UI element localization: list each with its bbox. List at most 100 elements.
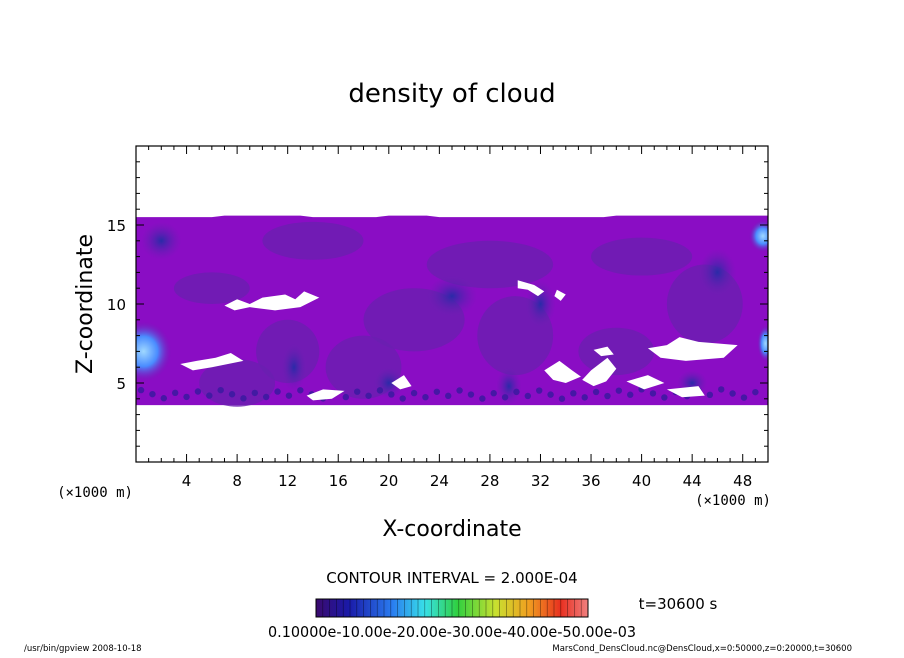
colorbar-labels: 0.10000e-10.00e-20.00e-30.00e-40.00e-50.…: [268, 623, 636, 641]
base-blob: [581, 394, 588, 401]
base-blob: [547, 391, 554, 398]
base-blob: [410, 389, 418, 397]
x-tick-label: 12: [278, 472, 297, 490]
no-cloud-region: [647, 337, 738, 361]
time-label: t=30600 s: [639, 595, 718, 613]
base-blob: [217, 386, 224, 394]
base-blob: [422, 393, 429, 401]
x-tick-label: 48: [733, 472, 752, 490]
edge-blue-left: [136, 321, 172, 382]
no-cloud-region: [391, 375, 412, 390]
x-tick-label: 8: [232, 472, 242, 490]
x-tick-label: 28: [480, 472, 499, 490]
x-axis: 4 8 12 16 20 24 28 32 36 40 44 48: [148, 146, 756, 490]
base-blob: [297, 387, 304, 394]
x-axis-title: X-coordinate: [382, 517, 521, 542]
base-blob: [706, 391, 714, 399]
x-unit-right: (×1000 m): [695, 493, 771, 509]
density-blob: [496, 367, 522, 406]
base-blob: [592, 388, 600, 396]
no-cloud-region: [517, 280, 545, 297]
footer-left: /usr/bin/gpview 2008-10-18: [24, 644, 142, 654]
edge-blue-right: [748, 220, 768, 253]
base-blob: [433, 388, 441, 395]
y-axis-title: Z-coordinate: [73, 234, 98, 374]
density-patch: [262, 221, 364, 260]
base-blob: [251, 389, 259, 397]
base-blob: [456, 387, 463, 394]
base-blob: [490, 390, 497, 397]
base-blob: [194, 388, 202, 395]
x-tick-label: 32: [531, 472, 550, 490]
base-blob: [729, 390, 736, 397]
contour-interval: CONTOUR INTERVAL = 2.000E-04: [326, 569, 577, 587]
density-blob: [281, 343, 307, 391]
base-blob: [388, 391, 395, 398]
base-blob: [206, 392, 213, 399]
x-tick-label: 40: [632, 472, 651, 490]
no-cloud-region: [593, 346, 614, 357]
no-cloud-region: [582, 357, 617, 387]
base-blob: [661, 394, 668, 401]
cloud-density-field: [136, 215, 768, 407]
base-blob: [513, 388, 520, 396]
base-blob: [365, 392, 372, 399]
density-patch: [591, 237, 693, 276]
y-tick-label: 5: [116, 375, 126, 393]
base-blob: [240, 395, 247, 402]
no-cloud-region: [554, 289, 566, 301]
base-blob: [604, 392, 611, 400]
base-blob: [228, 391, 236, 398]
base-blob: [354, 388, 361, 395]
x-tick-label: 44: [683, 472, 702, 490]
base-blob: [479, 395, 486, 402]
edge-blue-right-low: [757, 325, 768, 362]
no-cloud-region: [180, 352, 244, 371]
base-blob: [399, 395, 406, 402]
base-blob: [445, 392, 452, 400]
base-blob: [149, 390, 156, 398]
base-blob: [183, 393, 190, 401]
base-blob: [262, 393, 270, 401]
no-cloud-region: [306, 389, 345, 401]
base-blob: [570, 390, 577, 397]
base-blob: [274, 388, 281, 395]
no-cloud-region: [666, 386, 705, 398]
base-blob: [740, 394, 748, 401]
density-blob: [698, 248, 737, 297]
no-cloud-region: [626, 375, 665, 390]
base-blob: [160, 395, 168, 402]
x-tick-label: 16: [329, 472, 348, 490]
base-blob: [627, 391, 634, 398]
colorbar-ticks: [322, 599, 582, 617]
x-tick-label: 4: [182, 472, 192, 490]
density-blob: [141, 221, 182, 260]
base-blob: [285, 392, 293, 399]
base-blob: [536, 387, 543, 394]
y-tick-label: 10: [107, 296, 126, 314]
density-patch: [578, 327, 655, 376]
no-cloud-region: [544, 360, 581, 383]
base-blob: [615, 387, 623, 394]
base-blob: [137, 386, 145, 394]
base-blob: [558, 395, 566, 402]
y-axis: 5 10 15: [107, 161, 768, 447]
footer-right: MarsCond_DensCloud.nc@DensCloud,x=0:5000…: [552, 644, 852, 654]
no-cloud-region: [224, 291, 320, 311]
base-blob: [467, 391, 475, 398]
x-tick-label: 24: [430, 472, 449, 490]
base-blob: [376, 387, 384, 394]
base-blob: [524, 392, 532, 400]
density-blob: [426, 275, 478, 317]
base-blob: [501, 394, 509, 401]
base-blob: [752, 388, 759, 396]
x-unit-left: (×1000 m): [57, 485, 133, 501]
y-tick-label: 15: [107, 217, 126, 235]
base-blob: [649, 390, 657, 397]
chart-title: density of cloud: [348, 79, 555, 109]
x-tick-label: 20: [379, 472, 398, 490]
base-blob: [171, 389, 179, 397]
density-patch: [173, 272, 250, 305]
base-blob: [718, 386, 725, 393]
